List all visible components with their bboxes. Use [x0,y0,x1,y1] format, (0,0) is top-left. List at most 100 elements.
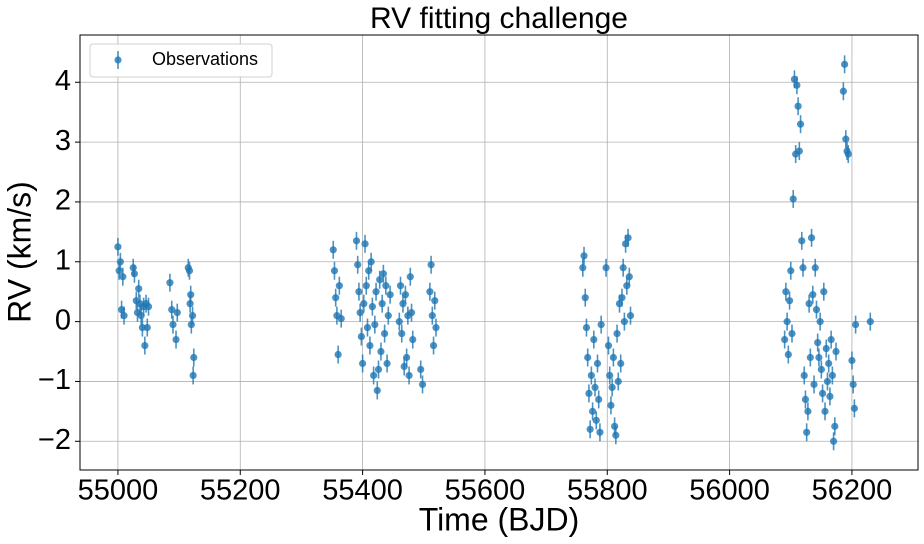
point [407,309,416,317]
x-axis-label: Time (BJD) [419,501,580,537]
x-tick-label: 55000 [78,475,159,507]
point [781,335,789,344]
x-tick-label: 55200 [200,475,281,507]
point [428,312,436,320]
point [620,318,628,326]
point [822,344,830,353]
point [602,264,610,272]
point [789,195,797,203]
point [581,294,589,302]
point [612,431,620,439]
point [606,371,614,380]
point [617,359,625,368]
point [363,323,372,332]
point [330,267,339,275]
point [403,353,411,362]
point [811,264,819,272]
point [329,246,337,254]
y-axis-label: RV (km/s) [1,181,37,323]
point [805,300,813,308]
point [169,321,177,329]
point [817,365,825,374]
y-tick-label: −1 [38,364,71,396]
point [795,147,803,155]
point [417,365,425,374]
point [820,288,828,296]
y-tick-label: 4 [55,65,71,97]
point [810,380,818,389]
point [580,252,588,260]
point [800,371,808,380]
point [166,279,174,287]
point [807,234,816,242]
point [818,389,827,398]
point [383,359,391,368]
point [831,422,839,430]
point [607,401,615,409]
point [611,422,619,430]
point [588,407,597,415]
legend-box [89,43,273,78]
point [335,282,343,290]
x-tick-label: 55800 [567,475,648,507]
point [787,267,795,275]
point [579,264,587,272]
point [614,377,622,386]
point [429,341,438,350]
point [584,353,592,362]
x-tick-label: 56000 [689,475,770,507]
point [586,425,594,433]
point [626,312,635,320]
point [427,261,435,269]
point [378,300,386,308]
point [189,371,197,380]
point [784,350,792,359]
point [839,87,847,95]
chart-title: RV fitting challenge [370,2,628,35]
point [406,273,414,281]
point [374,365,383,374]
point [188,312,197,320]
point [360,300,368,308]
point [357,332,365,341]
point [395,318,403,326]
y-tick-label: −2 [38,424,71,456]
point [396,282,405,290]
point [809,291,817,299]
point [332,294,340,302]
point [418,380,427,389]
point [592,416,600,424]
point [371,321,379,329]
point [814,338,822,347]
point [172,335,180,344]
point [829,437,838,445]
y-tick-label: 1 [55,244,71,276]
point [788,329,796,338]
legend: Observations [89,43,273,78]
point [370,371,378,380]
point [135,285,143,293]
point [115,267,123,275]
point [120,312,128,320]
x-tick-label: 56200 [812,475,893,507]
point [398,329,406,338]
point [368,303,376,311]
point [794,102,802,110]
point [596,428,604,436]
point [587,371,595,380]
point [816,318,824,326]
point [190,353,198,362]
x-tick-label: 55400 [322,475,403,507]
point [585,389,593,398]
point [431,297,439,305]
point [624,234,632,242]
x-tick-label: 55600 [445,475,526,507]
point [187,291,195,299]
point [852,321,860,329]
point [386,291,394,299]
point [848,356,856,365]
point [582,323,591,332]
point [116,258,124,266]
point [815,353,823,362]
